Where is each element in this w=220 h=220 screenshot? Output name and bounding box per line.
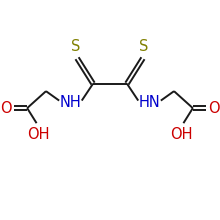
- Text: S: S: [72, 38, 81, 53]
- Text: OH: OH: [27, 127, 50, 142]
- Text: HN: HN: [139, 95, 160, 110]
- Text: O: O: [0, 101, 12, 116]
- Text: O: O: [208, 101, 220, 116]
- Text: S: S: [139, 38, 148, 53]
- Text: NH: NH: [60, 95, 81, 110]
- Text: OH: OH: [170, 127, 193, 142]
